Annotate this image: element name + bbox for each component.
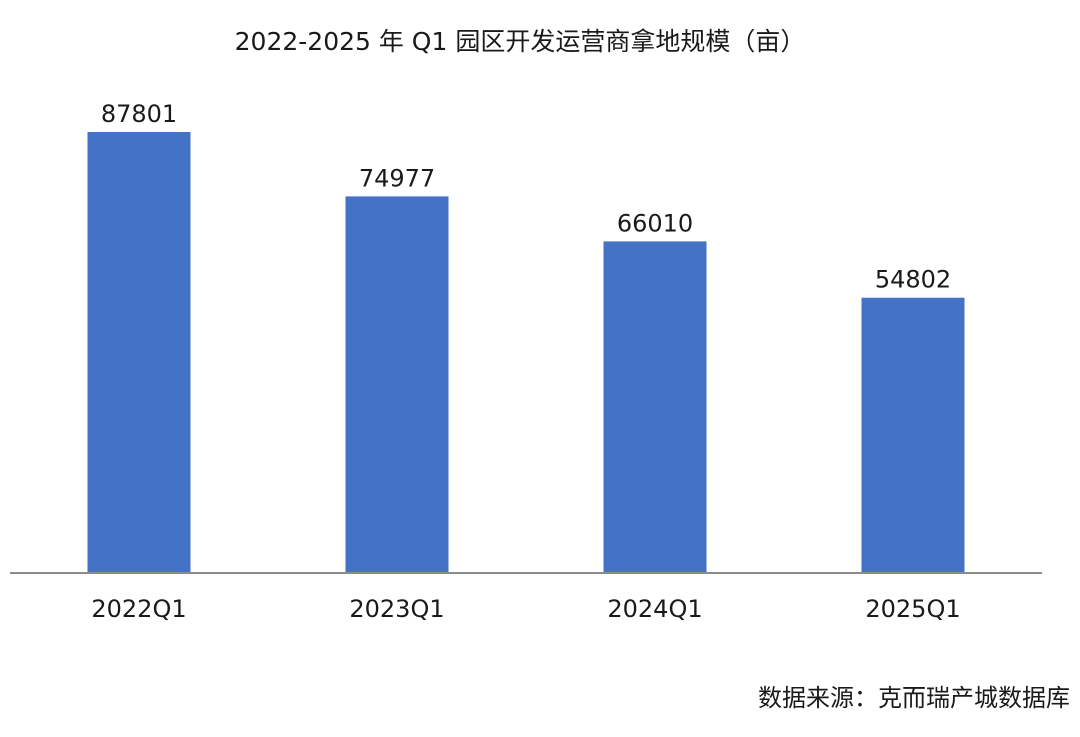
x-tick-label-2022Q1: 2022Q1 — [91, 595, 186, 623]
data-labels-layer: 87801 74977 66010 54802 — [101, 100, 951, 294]
bar-2023Q1 — [345, 196, 449, 573]
bar-2025Q1 — [861, 297, 965, 573]
data-label-2024Q1: 66010 — [617, 209, 693, 237]
data-label-2023Q1: 74977 — [359, 164, 435, 192]
bars-layer — [87, 132, 965, 573]
x-tick-label-2025Q1: 2025Q1 — [865, 595, 960, 623]
x-tick-label-2023Q1: 2023Q1 — [349, 595, 444, 623]
x-axis-ticks-layer: 2022Q1 2023Q1 2024Q1 2025Q1 — [91, 595, 960, 623]
data-label-2022Q1: 87801 — [101, 100, 177, 128]
x-tick-label-2024Q1: 2024Q1 — [607, 595, 702, 623]
bar-2022Q1 — [87, 132, 191, 573]
chart-title: 2022-2025 年 Q1 园区开发运营商拿地规模（亩） — [235, 27, 806, 56]
bar-2024Q1 — [603, 241, 707, 573]
data-label-2025Q1: 54802 — [875, 266, 951, 294]
source-note: 数据来源：克而瑞产城数据库 — [758, 684, 1070, 712]
